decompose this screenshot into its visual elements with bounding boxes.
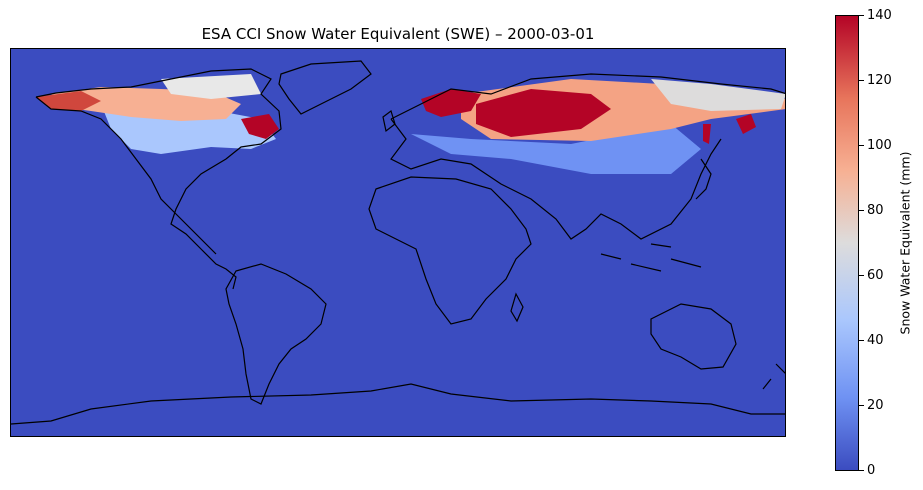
- colorbar-tick-label: 100: [867, 138, 892, 153]
- snow-quebec-high: [241, 114, 279, 139]
- coastlines: [11, 60, 785, 425]
- colorbar: [835, 15, 859, 471]
- colorbar-tick-label: 80: [867, 203, 884, 218]
- snow-russia-high: [476, 89, 611, 137]
- colorbar-tick: [859, 470, 864, 471]
- map-panel: [10, 48, 786, 437]
- snow-alaska-high: [36, 91, 101, 111]
- colorbar-tick: [859, 340, 864, 341]
- colorbar-tick-label: 40: [867, 333, 884, 348]
- snow-sakhalin-high: [703, 124, 711, 144]
- colorbar-tick-label: 20: [867, 398, 884, 413]
- map-title: ESA CCI Snow Water Equivalent (SWE) – 20…: [201, 25, 595, 43]
- colorbar-tick: [859, 405, 864, 406]
- colorbar-tick: [859, 80, 864, 81]
- snow-cover-layer: [36, 74, 785, 174]
- snow-eurasia-low: [411, 124, 701, 174]
- colorbar-tick: [859, 145, 864, 146]
- colorbar-tick: [859, 275, 864, 276]
- snow-kamchatka-high: [736, 114, 756, 134]
- world-map: [11, 60, 785, 425]
- colorbar-tick: [859, 210, 864, 211]
- snow-siberia-white: [651, 79, 785, 111]
- colorbar-tick-label: 140: [867, 8, 892, 23]
- colorbar-label: Snow Water Equivalent (mm): [897, 151, 913, 335]
- colorbar-tick: [859, 15, 864, 16]
- colorbar-tick-label: 0: [867, 463, 876, 478]
- snow-canada-white: [161, 74, 261, 99]
- colorbar-tick-label: 120: [867, 73, 892, 88]
- colorbar-tick-label: 60: [867, 268, 884, 283]
